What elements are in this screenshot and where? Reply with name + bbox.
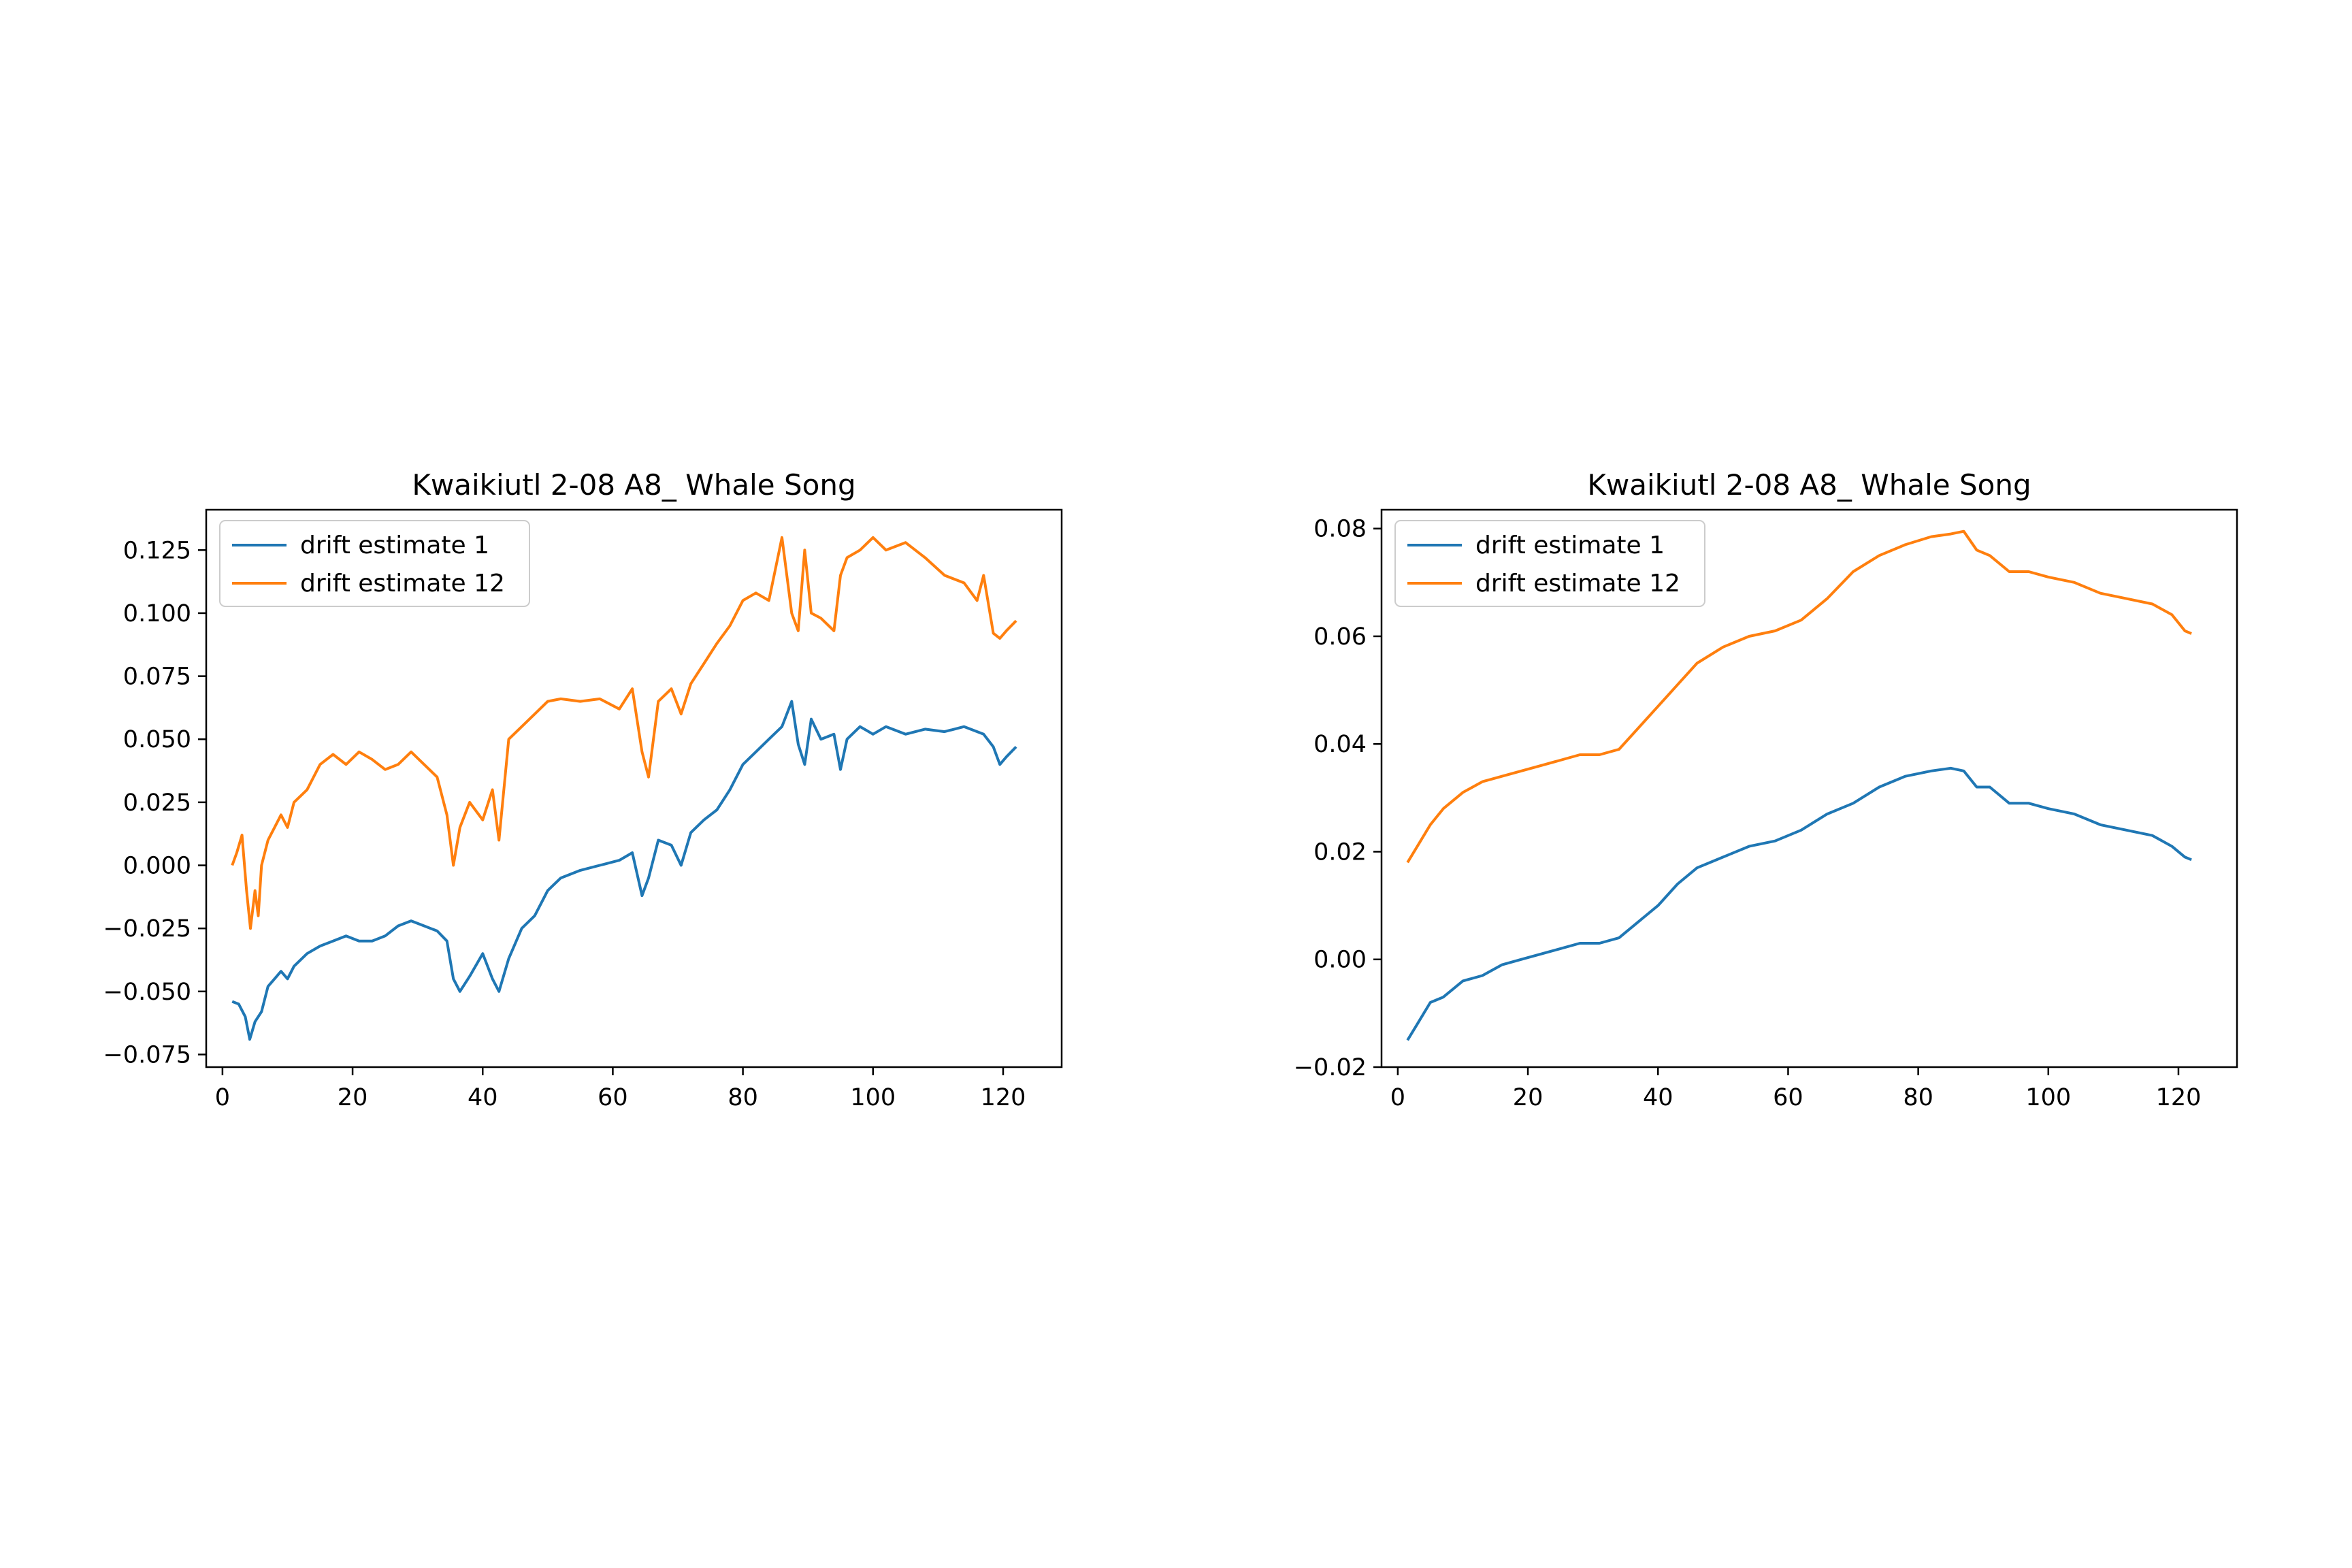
legend-label-1: drift estimate 1 (300, 532, 489, 559)
x-tick-label: 120 (2156, 1084, 2202, 1111)
y-tick-label: 0.00 (1313, 947, 1367, 974)
y-tick-label: −0.02 (1294, 1054, 1367, 1081)
y-tick-label: 0.100 (123, 600, 191, 627)
x-tick-label: 120 (981, 1084, 1026, 1111)
legend-label-2: drift estimate 12 (1475, 570, 1680, 598)
x-tick-label: 100 (2025, 1084, 2071, 1111)
series-line-1 (231, 700, 1017, 1041)
x-tick-label: 60 (598, 1084, 628, 1111)
x-tick-label: 80 (1903, 1084, 1933, 1111)
chart-title: Kwaikiutl 2-08 A8_ Whale Song (412, 468, 855, 502)
y-tick-label: −0.050 (103, 979, 191, 1006)
plot-frame (205, 508, 1063, 1068)
x-tick-label: 40 (468, 1084, 498, 1111)
series-line-2 (1406, 529, 2192, 864)
y-tick-label: 0.050 (123, 726, 191, 753)
y-tick-label: 0.125 (123, 537, 191, 564)
y-tick-label: 0.04 (1313, 731, 1367, 758)
left-chart-panel: Kwaikiutl 2-08 A8_ Whale Song 0 20 40 60 80 10… (103, 468, 1063, 1111)
legend-label-2: drift estimate 12 (300, 570, 505, 598)
x-tick-label: 0 (215, 1084, 230, 1111)
y-tick-label: 0.000 (123, 853, 191, 880)
legend-box (1394, 520, 1705, 607)
y-tick-label: 0.08 (1313, 516, 1367, 543)
y-tick-label: 0.025 (123, 789, 191, 817)
x-tick-label: 20 (1513, 1084, 1544, 1111)
right-chart-panel: Kwaikiutl 2-08 A8_ Whale Song 0 20 40 60 80 10… (1294, 468, 2238, 1111)
x-tick-label: 60 (1773, 1084, 1803, 1111)
series-line-1 (1406, 766, 2192, 1041)
x-tick-label: 20 (338, 1084, 368, 1111)
x-tick-label: 0 (1390, 1084, 1405, 1111)
chart-title: Kwaikiutl 2-08 A8_ Whale Song (1587, 468, 2031, 502)
plot-frame (1380, 508, 2238, 1068)
y-tick-label: 0.075 (123, 664, 191, 691)
y-tick-label: 0.02 (1313, 838, 1367, 866)
series-line-2 (231, 536, 1017, 930)
y-tick-label: 0.06 (1313, 623, 1367, 651)
legend-label-1: drift estimate 1 (1475, 532, 1665, 559)
y-tick-label: −0.025 (103, 915, 191, 943)
legend-box (219, 520, 530, 607)
x-tick-label: 40 (1643, 1084, 1673, 1111)
x-tick-label: 80 (728, 1084, 758, 1111)
y-tick-label: −0.075 (103, 1041, 191, 1068)
x-tick-label: 100 (850, 1084, 896, 1111)
